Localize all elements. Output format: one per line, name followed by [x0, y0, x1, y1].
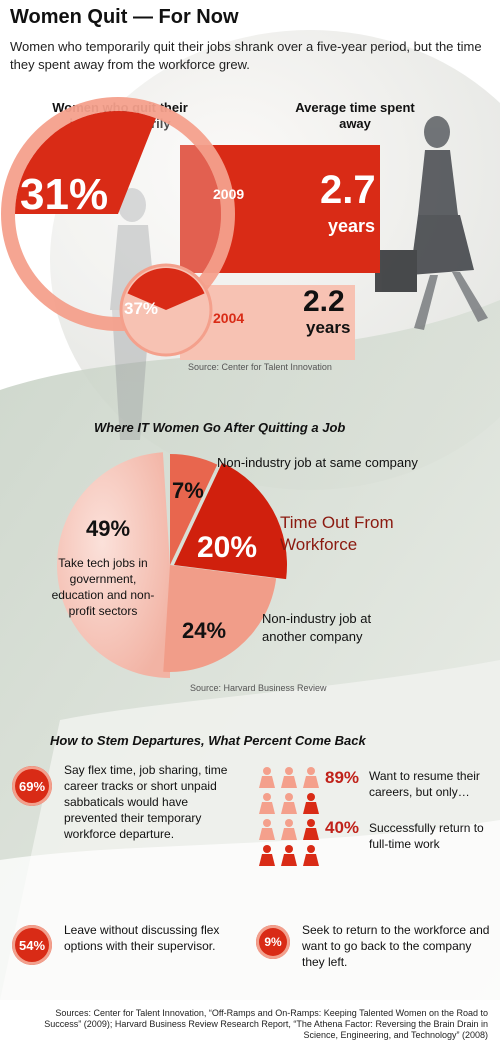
- pie-slice-same: [170, 454, 218, 565]
- return-text: Successfully return to full-time work: [369, 821, 484, 851]
- pct-same-company: 7%: [172, 478, 204, 503]
- time-2009: 2.7: [320, 168, 376, 212]
- person-icon: [303, 845, 319, 866]
- unit-2009: years: [328, 216, 376, 236]
- time-2004: 2.2: [303, 285, 345, 318]
- page-title: Women Quit — For Now: [10, 6, 239, 28]
- pct-badge-69: 69%: [12, 766, 52, 806]
- pct-time-out: 20%: [197, 531, 258, 564]
- right-column-header: Average time spent away: [295, 100, 415, 131]
- item-54-text: Leave without discussing flex options wi…: [64, 923, 220, 953]
- person-icon: [303, 793, 319, 814]
- pct-badge-9: 9%: [256, 925, 290, 959]
- label-another-company: Non-industry job at another company: [262, 611, 372, 644]
- pie-slice-tech: [57, 452, 170, 678]
- label-time-out: Time Out From Workforce: [280, 513, 394, 554]
- pie-slice-another: [163, 565, 277, 672]
- person-icon: [281, 819, 297, 840]
- source-section2: Source: Harvard Business Review: [190, 683, 327, 693]
- pct-2009: 31%: [20, 170, 109, 219]
- person-icon: [281, 793, 297, 814]
- person-icon: [281, 845, 297, 866]
- pct-resume: 89%: [325, 768, 360, 787]
- label-tech-jobs: Take tech jobs in government, education …: [51, 556, 155, 618]
- person-icon: [303, 819, 319, 840]
- pie-37-wedge: [127, 268, 205, 310]
- year-2009: 2009: [213, 186, 245, 202]
- people-grid-icon: [259, 767, 319, 866]
- woman-figure-icon: [375, 116, 488, 330]
- label-same-company: Non-industry job at same company: [217, 455, 418, 470]
- pie-slice-timeout: [174, 462, 287, 580]
- pct-badge-54: 54%: [12, 925, 52, 965]
- resume-text: Want to resume their careers, but only…: [369, 769, 480, 799]
- item-9-text: Seek to return to the workforce and want…: [302, 923, 490, 969]
- person-icon: [259, 845, 275, 866]
- section1-graphic: [1, 97, 380, 360]
- pie-chart: [57, 452, 287, 678]
- unit-2004: years: [306, 318, 351, 337]
- pct-return: 40%: [325, 818, 360, 837]
- person-icon: [281, 767, 297, 788]
- section3-title: How to Stem Departures, What Percent Com…: [50, 733, 366, 748]
- pct-another-company: 24%: [182, 618, 227, 643]
- person-icon: [259, 793, 275, 814]
- pie-31-wedge: [15, 111, 156, 214]
- person-icon: [259, 819, 275, 840]
- section2-title: Where IT Women Go After Quitting a Job: [94, 420, 346, 435]
- pct-2004: 37%: [124, 299, 159, 318]
- page-subtitle: Women who temporarily quit their jobs sh…: [10, 39, 482, 72]
- year-2004: 2004: [213, 310, 245, 326]
- person-icon: [259, 767, 275, 788]
- pct-tech-jobs: 49%: [86, 516, 131, 541]
- person-icon: [303, 767, 319, 788]
- source-section1: Source: Center for Talent Innovation: [188, 362, 332, 372]
- item-69-text: Say flex time, job sharing, time career …: [64, 763, 228, 841]
- footer-sources: Sources: Center for Talent Innovation, “…: [44, 1008, 488, 1040]
